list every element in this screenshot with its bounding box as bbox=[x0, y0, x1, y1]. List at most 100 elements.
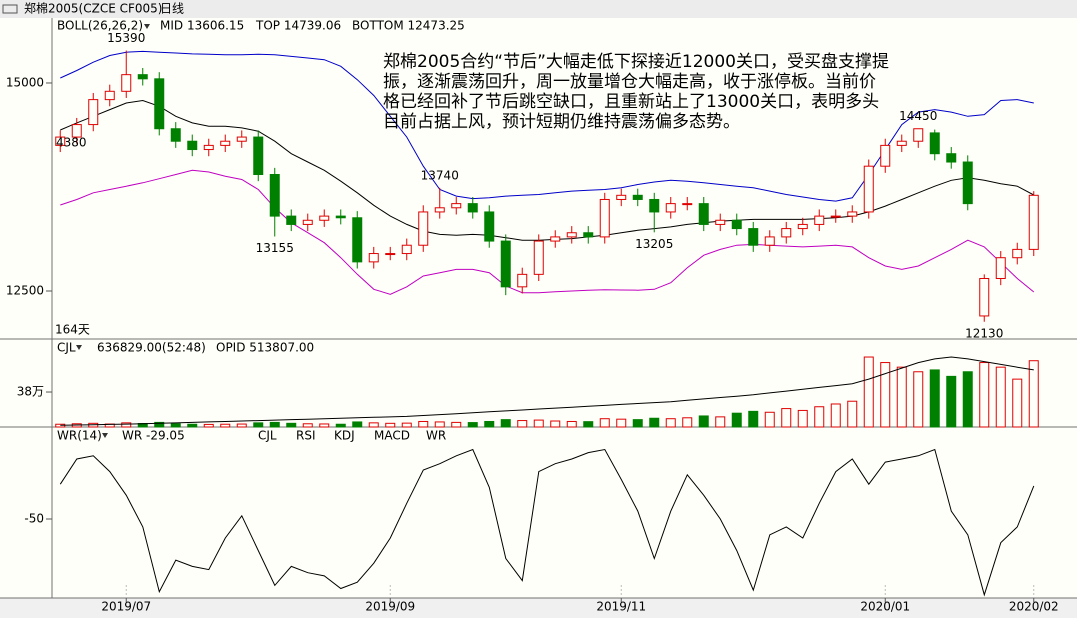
candle-body bbox=[847, 211, 858, 217]
volume-bar bbox=[632, 419, 643, 428]
volume-bar bbox=[599, 418, 610, 428]
candle-body bbox=[187, 140, 198, 151]
candle-body bbox=[979, 278, 990, 317]
volume-bar bbox=[566, 420, 577, 428]
legend-item: WR -29.05 bbox=[122, 429, 185, 443]
annotation-line: 郑棉2005合约“节后”大幅走低下探接近12000关口，受买盘支撑提 bbox=[383, 52, 889, 72]
legend-item: OPID 513807.00 bbox=[216, 341, 314, 355]
volume-bar bbox=[896, 366, 907, 428]
legend-item: BOLL(26,26,2) bbox=[57, 19, 143, 33]
y-tick-label: -50 bbox=[24, 512, 44, 526]
volume-bar bbox=[203, 423, 214, 428]
candle-body bbox=[286, 215, 297, 225]
volume-bar bbox=[418, 420, 429, 428]
volume-bar bbox=[154, 421, 165, 428]
candle-body bbox=[632, 194, 643, 200]
candle-body bbox=[253, 136, 264, 176]
x-tick-label: 2019/09 bbox=[365, 600, 415, 614]
volume-bar bbox=[583, 421, 594, 428]
candle-body bbox=[748, 228, 759, 246]
candle-body bbox=[137, 74, 148, 80]
candle-body bbox=[335, 215, 346, 219]
wr-line bbox=[59, 448, 1035, 597]
low-label: 12130 bbox=[965, 326, 1003, 340]
candle-body bbox=[434, 207, 445, 213]
volume-bar bbox=[929, 369, 940, 428]
indicator-tab[interactable]: RSI bbox=[296, 429, 316, 443]
indicator-tab[interactable]: WR bbox=[426, 429, 446, 443]
days-label: 164天 bbox=[55, 323, 90, 337]
period-button[interactable]: 日线 bbox=[160, 2, 184, 16]
candle-body bbox=[368, 253, 379, 263]
x-tick-label: 2019/07 bbox=[101, 600, 151, 614]
volume-bar bbox=[451, 421, 462, 428]
candle-body bbox=[946, 153, 957, 163]
candle-body bbox=[764, 236, 775, 246]
dropdown-arrow[interactable] bbox=[144, 24, 150, 29]
volume-bar bbox=[682, 417, 693, 428]
candle-body bbox=[814, 215, 825, 225]
x-tick-label: 2020/02 bbox=[1009, 600, 1059, 614]
candle-body bbox=[880, 144, 891, 167]
volume-bar bbox=[913, 371, 924, 428]
volume-bar bbox=[517, 420, 528, 428]
candle-body bbox=[731, 219, 742, 230]
candle-body bbox=[269, 174, 280, 217]
volume-bar bbox=[302, 423, 313, 428]
volume-bar bbox=[467, 422, 478, 428]
volume-bar bbox=[253, 422, 264, 428]
candle-body bbox=[88, 99, 99, 126]
volume-bar bbox=[550, 420, 561, 428]
candle-body bbox=[550, 236, 561, 242]
dropdown-arrow[interactable] bbox=[102, 433, 108, 438]
candle-body bbox=[616, 194, 627, 200]
candle-body bbox=[583, 232, 594, 238]
volume-bar bbox=[995, 366, 1006, 428]
volume-bar bbox=[533, 419, 544, 428]
volume-bar bbox=[814, 406, 825, 428]
candle-body bbox=[913, 128, 924, 142]
annotation-line: 格已经回补了节后跳空缺口，且重新站上了13000关口，表明多头 bbox=[383, 92, 879, 112]
volume-bar bbox=[385, 422, 396, 428]
candle-body bbox=[418, 211, 429, 246]
high-label: 14450 bbox=[899, 109, 937, 123]
candle-body bbox=[352, 217, 363, 263]
volume-bar bbox=[649, 417, 660, 428]
legend-item: CJL bbox=[57, 341, 76, 355]
indicator-tab[interactable]: CJL bbox=[258, 429, 277, 443]
volume-bar bbox=[863, 356, 874, 428]
candle-body bbox=[1012, 248, 1023, 259]
volume-bar bbox=[797, 409, 808, 428]
boll-line bbox=[60, 169, 1035, 295]
candle-body bbox=[599, 198, 610, 238]
candle-body bbox=[170, 128, 181, 142]
candle-body bbox=[154, 78, 165, 130]
indicator-tab[interactable]: KDJ bbox=[334, 429, 355, 443]
candle-body bbox=[71, 124, 82, 138]
candle-body bbox=[896, 140, 907, 146]
legend-item: WR(14) bbox=[57, 429, 102, 443]
candle-body bbox=[715, 219, 726, 225]
open-interest-line bbox=[60, 356, 1034, 426]
volume-bar bbox=[781, 408, 792, 428]
candle-body bbox=[797, 223, 808, 230]
x-tick-label: 2020/01 bbox=[860, 600, 910, 614]
volume-bar bbox=[500, 419, 511, 428]
low-label: 13205 bbox=[635, 237, 673, 251]
volume-bar bbox=[401, 422, 412, 428]
dropdown-arrow[interactable] bbox=[76, 345, 82, 350]
candle-body bbox=[533, 240, 544, 275]
y-tick-label: 12500 bbox=[6, 283, 44, 297]
candle-body bbox=[302, 219, 313, 225]
volume-bar bbox=[764, 411, 775, 428]
x-tick-label: 2019/11 bbox=[596, 600, 646, 614]
volume-bar bbox=[220, 423, 231, 428]
volume-bar bbox=[946, 375, 957, 428]
indicator-tab[interactable]: MACD bbox=[374, 429, 410, 443]
candle-body bbox=[929, 132, 940, 155]
volume-bar bbox=[847, 400, 858, 428]
volume-bar bbox=[434, 421, 445, 428]
volume-bar bbox=[616, 418, 627, 428]
volume-bar bbox=[1028, 360, 1039, 428]
